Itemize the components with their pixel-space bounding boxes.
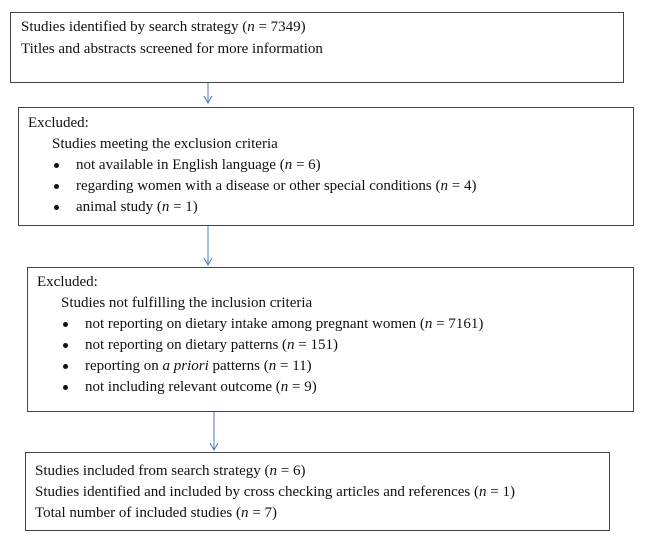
inclusion-heading: Excluded:: [37, 274, 98, 290]
included-line: Total number of included studies (n = 7): [35, 505, 277, 521]
bullet: [54, 205, 59, 210]
inclusion-box: [27, 267, 634, 412]
search-line-1: Studies identified by search strategy (n…: [21, 19, 306, 35]
included-line: Studies identified and included by cross…: [35, 484, 515, 500]
inclusion-item: reporting on a priori patterns (n = 11): [85, 358, 312, 374]
bullet: [63, 385, 68, 390]
exclusion-heading: Excluded:: [28, 115, 89, 131]
bullet: [63, 343, 68, 348]
exclusion-subheading: Studies meeting the exclusion criteria: [52, 136, 278, 152]
exclusion-box: [18, 107, 634, 226]
arrow-2: [203, 225, 213, 267]
bullet: [63, 364, 68, 369]
included-box: [25, 452, 610, 531]
arrow-3: [209, 411, 219, 452]
bullet: [54, 184, 59, 189]
exclusion-item: animal study (n = 1): [76, 199, 198, 215]
bullet: [63, 322, 68, 327]
included-line: Studies included from search strategy (n…: [35, 463, 306, 479]
inclusion-item: not reporting on dietary intake among pr…: [85, 316, 484, 332]
search-line-2: Titles and abstracts screened for more i…: [21, 41, 323, 57]
arrow-1: [203, 82, 213, 105]
bullet: [54, 163, 59, 168]
inclusion-subheading: Studies not fulfilling the inclusion cri…: [61, 295, 313, 311]
inclusion-item: not including relevant outcome (n = 9): [85, 379, 317, 395]
inclusion-item: not reporting on dietary patterns (n = 1…: [85, 337, 338, 353]
search-box: [10, 12, 624, 83]
exclusion-item: regarding women with a disease or other …: [76, 178, 477, 194]
exclusion-item: not available in English language (n = 6…: [76, 157, 321, 173]
